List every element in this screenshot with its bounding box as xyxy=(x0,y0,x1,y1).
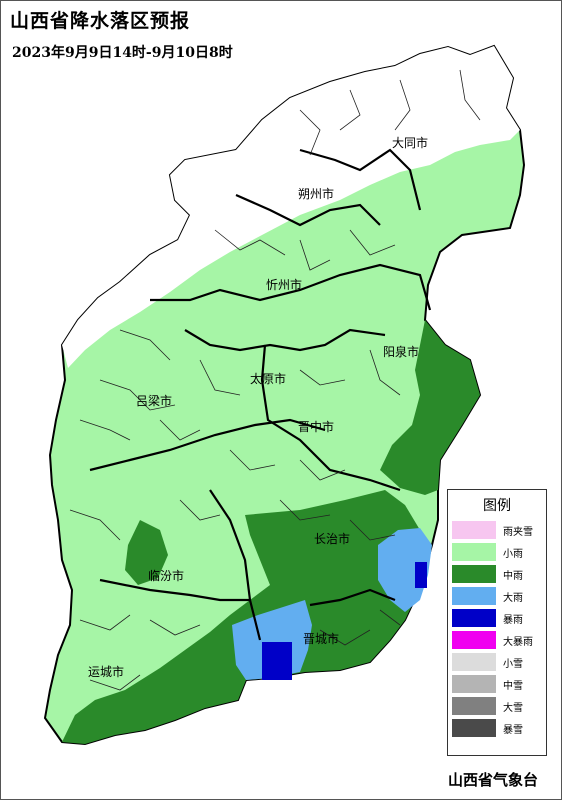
legend-title: 图例 xyxy=(483,498,511,514)
map-title: 山西省降水落区预报 xyxy=(10,10,191,32)
legend-swatch xyxy=(452,543,496,561)
legend-item: 中雪 xyxy=(452,673,546,695)
legend-item: 小雪 xyxy=(452,651,546,673)
legend-swatch xyxy=(452,631,496,649)
legend-rows: 雨夹雪小雨中雨大雨暴雨大暴雨小雪中雪大雪暴雪 xyxy=(448,519,546,739)
legend-label: 中雨 xyxy=(503,570,523,582)
moderate-rain-east xyxy=(380,320,480,495)
city-label-lvliang: 吕梁市 xyxy=(136,394,173,408)
legend-swatch xyxy=(452,565,496,583)
legend-item: 中雨 xyxy=(452,563,546,585)
legend-label: 大雨 xyxy=(503,592,523,604)
legend-swatch xyxy=(452,675,496,693)
legend-swatch xyxy=(452,609,496,627)
rainstorm-changzhi-east xyxy=(415,562,427,588)
city-label-datong: 大同市 xyxy=(392,136,429,150)
legend-label: 小雨 xyxy=(503,548,523,560)
legend-label: 小雪 xyxy=(503,658,523,670)
legend-item: 暴雨 xyxy=(452,607,546,629)
city-label-yangquan: 阳泉市 xyxy=(383,345,420,359)
legend-item: 大雪 xyxy=(452,695,546,717)
city-label-yuncheng: 运城市 xyxy=(88,665,125,679)
map-legend: 图例 雨夹雪小雨中雨大雨暴雨大暴雨小雪中雪大雪暴雪 xyxy=(447,489,547,756)
city-label-xinzhou: 忻州市 xyxy=(266,278,303,292)
city-label-jinzhong: 晋中市 xyxy=(298,420,335,434)
legend-swatch xyxy=(452,697,496,715)
legend-item: 大雨 xyxy=(452,585,546,607)
heavy-rain-changzhi xyxy=(378,528,432,612)
city-label-changzhi: 长治市 xyxy=(314,532,351,546)
legend-swatch xyxy=(452,719,496,737)
city-label-jincheng: 晋城市 xyxy=(303,632,340,646)
city-boundaries xyxy=(89,148,432,641)
legend-label: 大暴雨 xyxy=(503,636,533,648)
issuing-agency: 山西省气象台 xyxy=(447,771,538,789)
moderate-rain-linfen xyxy=(125,520,168,585)
city-label-linfen: 临汾市 xyxy=(148,569,185,583)
legend-item: 雨夹雪 xyxy=(452,519,546,541)
legend-swatch xyxy=(452,653,496,671)
rainstorm-jincheng xyxy=(262,642,292,680)
legend-item: 大暴雨 xyxy=(452,629,546,651)
legend-item: 暴雪 xyxy=(452,717,546,739)
moderate-rain-south xyxy=(62,490,432,744)
county-boundaries xyxy=(69,69,481,691)
forecast-period: 2023年9月9日14时-9月10日8时 xyxy=(12,45,233,61)
legend-label: 暴雨 xyxy=(503,614,523,626)
legend-swatch xyxy=(452,587,496,605)
no-rain-area xyxy=(62,46,520,368)
legend-label: 暴雪 xyxy=(503,724,523,736)
legend-label: 雨夹雪 xyxy=(503,526,533,538)
city-label-shuozhou: 朔州市 xyxy=(298,187,335,201)
city-label-taiyuan: 太原市 xyxy=(250,372,287,386)
legend-label: 中雪 xyxy=(503,680,523,692)
legend-swatch xyxy=(452,521,496,539)
legend-label: 大雪 xyxy=(503,702,523,714)
legend-item: 小雨 xyxy=(452,541,546,563)
